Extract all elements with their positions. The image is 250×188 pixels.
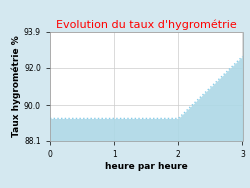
Title: Evolution du taux d'hygrométrie: Evolution du taux d'hygrométrie <box>56 19 236 30</box>
X-axis label: heure par heure: heure par heure <box>105 162 188 171</box>
Y-axis label: Taux hygrométrie %: Taux hygrométrie % <box>12 36 21 137</box>
